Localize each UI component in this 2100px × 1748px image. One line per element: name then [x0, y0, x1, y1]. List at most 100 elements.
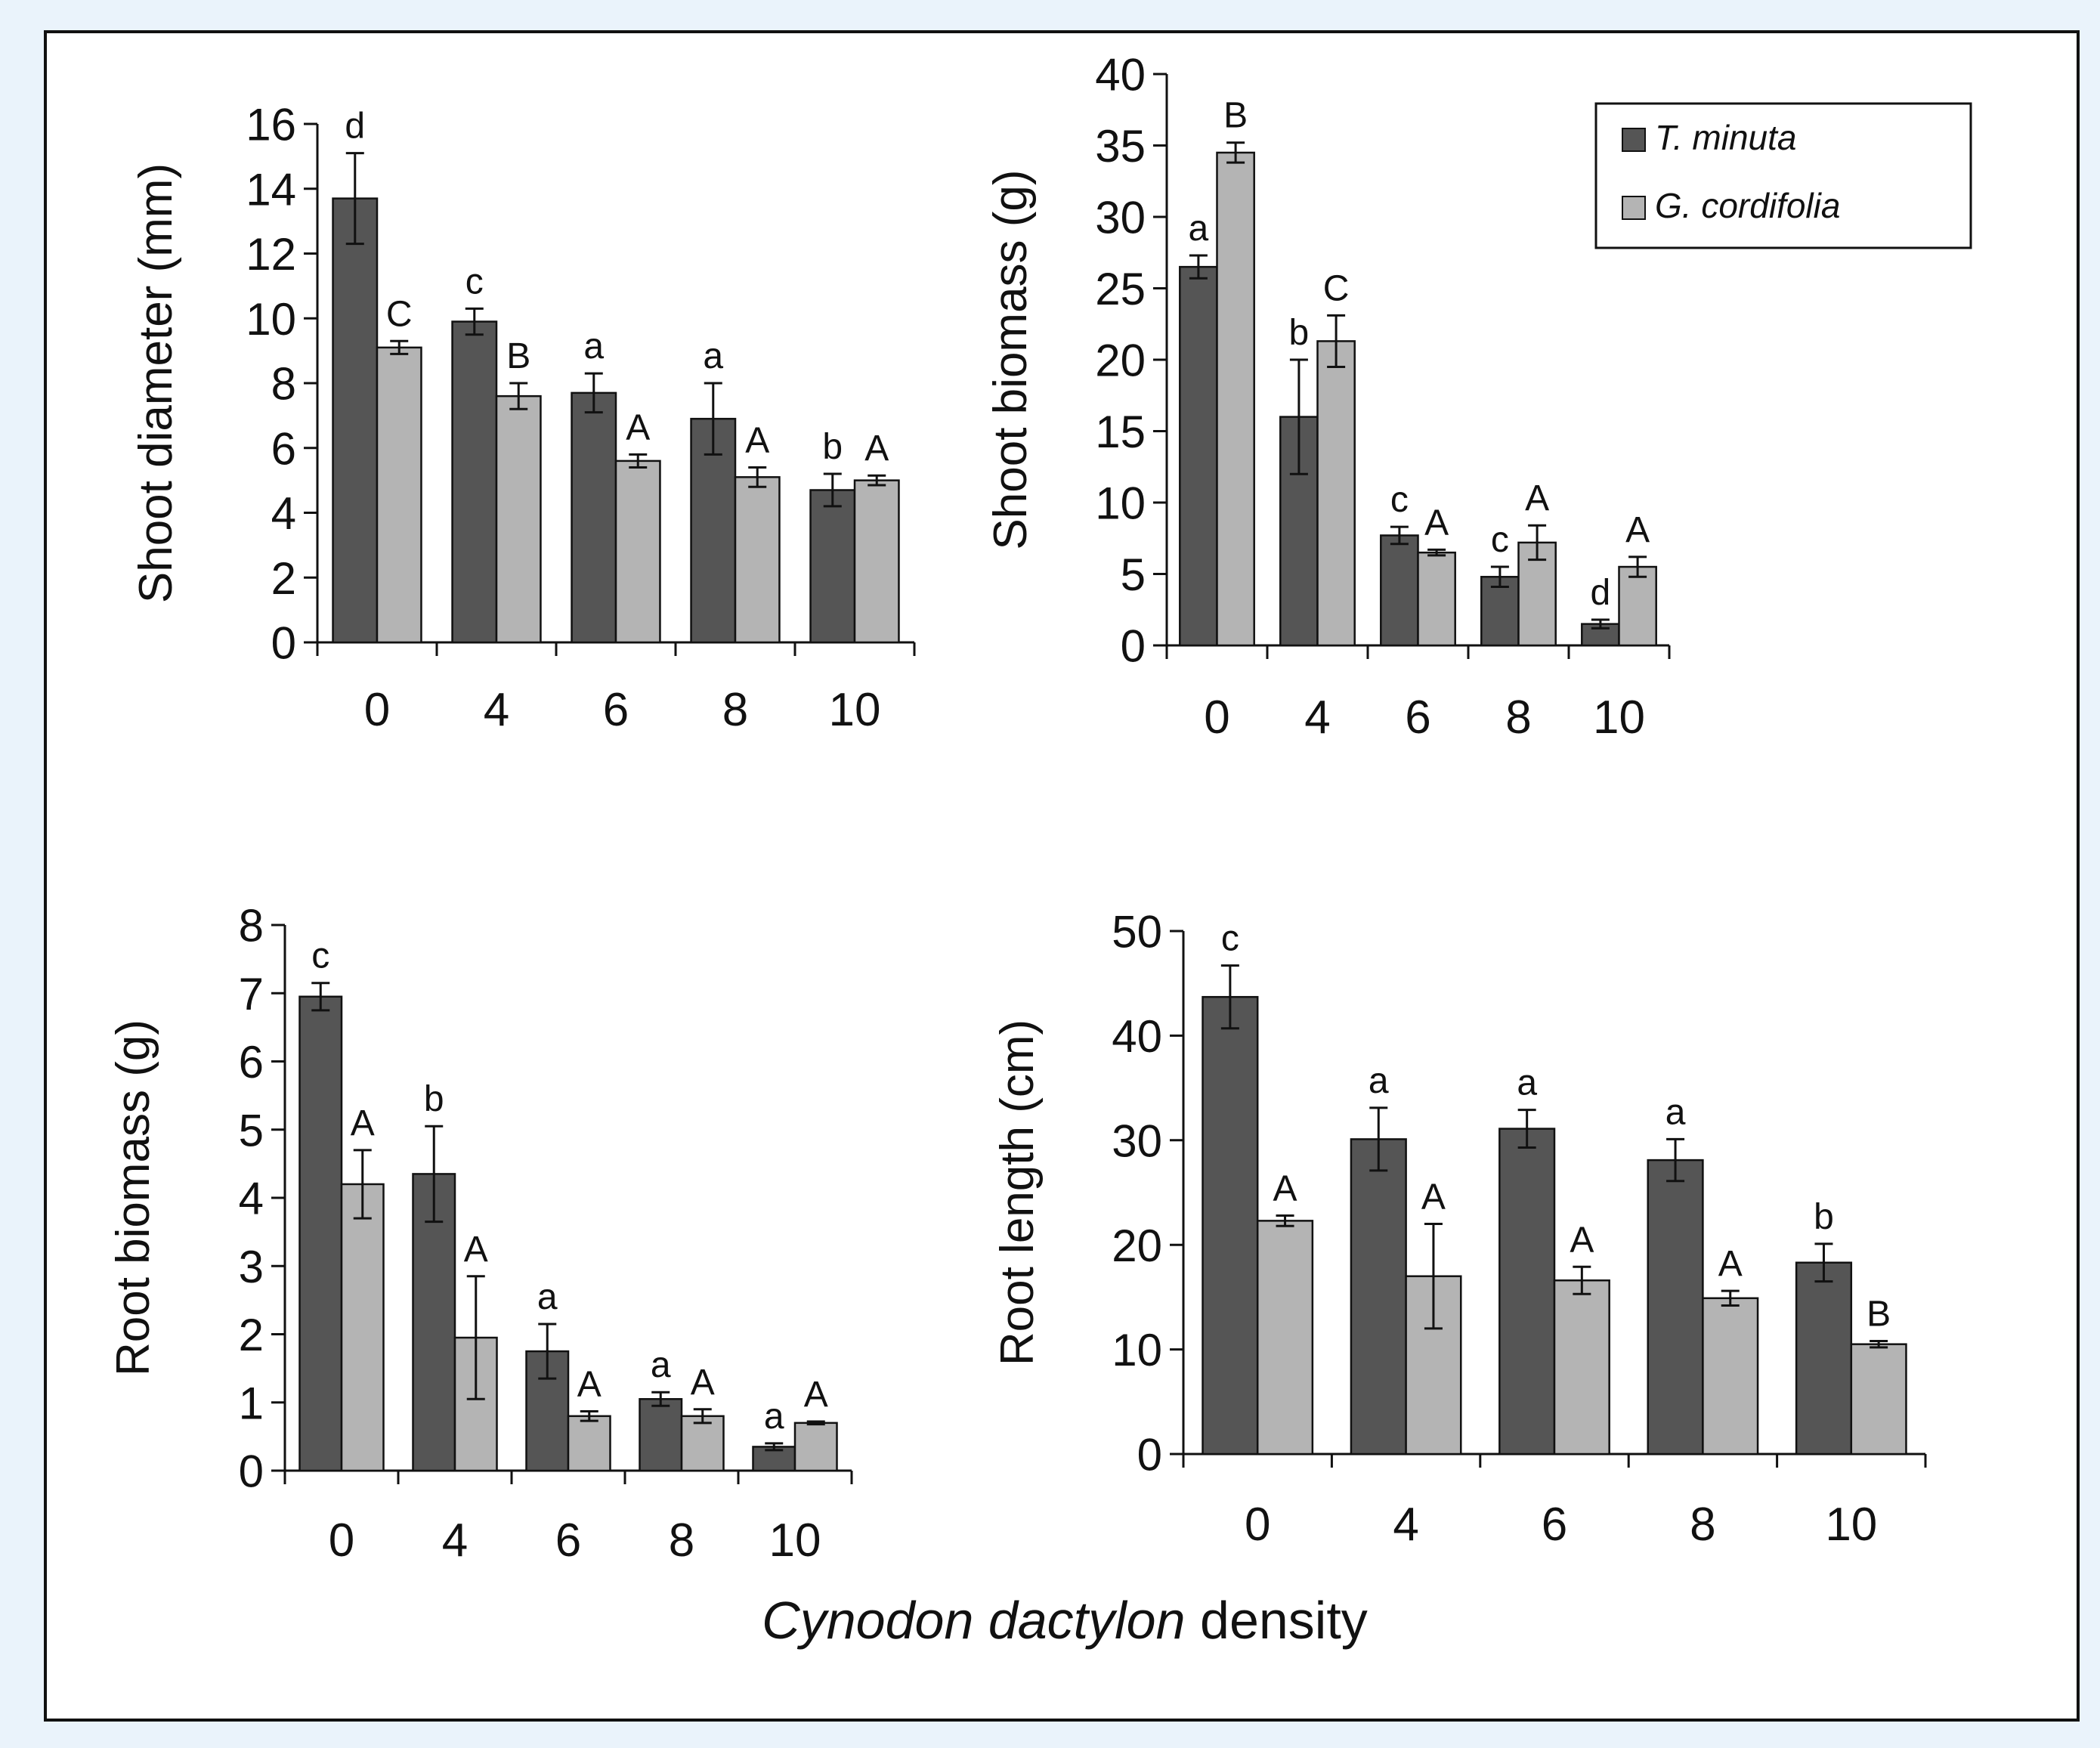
root-biomass-category-label: 8 — [669, 1514, 694, 1567]
shoot-diameter-bar-gcordifolia — [376, 346, 422, 644]
shoot-diameter-y-tick-label: 2 — [271, 553, 296, 604]
root-length-significance-letter: A — [1421, 1177, 1446, 1217]
root-length-bar-tminuta — [1498, 1128, 1556, 1456]
shoot-diameter-bar-gcordifolia — [734, 476, 781, 644]
legend-box — [1594, 102, 1972, 249]
root-length-significance-letter: a — [1665, 1092, 1686, 1132]
shared-x-axis-label: Cynodon dactylon density — [47, 1590, 2083, 1651]
shoot-biomass-bar-gcordifolia — [1316, 340, 1356, 647]
shoot-diameter-significance-letter: A — [745, 420, 769, 460]
root-biomass-y-tick-label: 8 — [239, 901, 264, 951]
root-length-y-tick-label: 50 — [1112, 907, 1162, 958]
root-length-bar-gcordifolia — [1702, 1297, 1759, 1456]
root-biomass-category-label: 4 — [442, 1514, 468, 1567]
shoot-biomass-y-tick-label: 5 — [1121, 549, 1146, 600]
root-biomass-category-label: 10 — [769, 1514, 821, 1567]
shoot-diameter-significance-letter: b — [822, 427, 843, 467]
shoot-biomass-y-tick-label: 35 — [1095, 121, 1146, 172]
shoot-diameter-bar-tminuta — [690, 417, 737, 644]
root-length-bar-tminuta — [1350, 1138, 1407, 1456]
root-biomass-significance-letter: A — [464, 1230, 488, 1270]
root-biomass-y-tick-label: 1 — [239, 1378, 264, 1428]
shoot-biomass-y-tick-label: 40 — [1095, 50, 1146, 101]
root-biomass-bar-gcordifolia — [340, 1183, 385, 1472]
root-biomass-category-label: 6 — [555, 1514, 581, 1567]
legend-label-tminuta: T. minuta — [1655, 118, 1797, 157]
shoot-biomass-significance-letter: A — [1525, 478, 1549, 518]
root-biomass-significance-letter: a — [764, 1397, 784, 1437]
root-length-y-tick-label: 10 — [1112, 1325, 1162, 1375]
shoot-diameter-bar-tminuta — [332, 197, 379, 644]
legend-label-gcordifolia: G. cordifolia — [1655, 186, 1840, 225]
root-length-category-label: 8 — [1690, 1499, 1715, 1551]
shoot-diameter-bar-gcordifolia — [853, 479, 900, 644]
shoot-diameter-category-label: 10 — [829, 684, 881, 736]
shoot-diameter-bar-gcordifolia — [495, 394, 542, 644]
root-biomass-significance-letter: A — [351, 1103, 375, 1143]
root-length-category-label: 4 — [1393, 1499, 1418, 1551]
root-biomass-significance-letter: A — [577, 1364, 602, 1404]
root-biomass-bar-tminuta — [298, 995, 343, 1472]
root-length-chart: 0 10 20 30 40 50 0 4 6 8 10 c a a a b A A A A B Root length (… — [991, 907, 1927, 1551]
shoot-biomass-significance-letter: B — [1223, 96, 1248, 136]
root-biomass-bar-gcordifolia — [680, 1415, 725, 1472]
root-biomass-significance-letter: A — [804, 1375, 828, 1415]
shoot-diameter-y-tick-label: 8 — [271, 359, 296, 410]
shoot-diameter-y-tick-label: 4 — [271, 488, 296, 539]
legend-swatch-gcordifolia — [1622, 196, 1646, 220]
legend: T. minuta G. cordifolia — [1594, 102, 1972, 249]
root-biomass-bar-gcordifolia — [793, 1422, 838, 1472]
shoot-diameter-significance-letter: d — [345, 107, 365, 147]
shoot-biomass-y-tick-label: 10 — [1095, 478, 1146, 529]
root-biomass-significance-letter: c — [311, 936, 329, 976]
figure-frame: T. minuta G. cordifolia 0 2 4 6 8 10 12 14 16 0 4 6… — [44, 30, 2080, 1722]
shoot-biomass-category-label: 0 — [1204, 691, 1229, 744]
shoot-diameter-y-tick-label: 6 — [271, 423, 296, 474]
root-length-significance-letter: b — [1814, 1197, 1834, 1237]
root-biomass-y-tick-label: 6 — [239, 1037, 264, 1087]
root-biomass-y-tick-label: 0 — [239, 1446, 264, 1497]
root-length-bar-tminuta — [1795, 1261, 1853, 1456]
shoot-diameter-significance-letter: a — [703, 336, 723, 376]
shoot-biomass-y-tick-label: 25 — [1095, 264, 1146, 314]
root-biomass-category-label: 0 — [329, 1514, 354, 1567]
root-length-significance-letter: c — [1221, 919, 1239, 959]
shoot-biomass-y-tick-label: 30 — [1095, 193, 1146, 243]
shoot-diameter-y-tick-label: 14 — [246, 164, 296, 215]
root-biomass-y-tick-label: 7 — [239, 969, 264, 1019]
shoot-diameter-y-tick-label: 16 — [246, 100, 296, 150]
shoot-diameter-bar-tminuta — [451, 320, 498, 644]
root-length-category-label: 0 — [1245, 1499, 1270, 1551]
root-length-significance-letter: A — [1718, 1244, 1743, 1284]
root-biomass-bar-tminuta — [412, 1173, 456, 1472]
shoot-diameter-significance-letter: a — [583, 326, 604, 367]
x-axis-label-suffix: density — [1185, 1591, 1368, 1650]
root-biomass-significance-letter: A — [691, 1363, 715, 1403]
shoot-diameter-significance-letter: A — [626, 407, 650, 447]
shoot-diameter-bar-tminuta — [571, 391, 617, 644]
shoot-biomass-y-tick-label: 20 — [1095, 336, 1146, 386]
root-length-y-axis-label: Root length (cm) — [991, 1019, 1044, 1366]
root-length-y-tick-label: 40 — [1112, 1011, 1162, 1062]
shoot-biomass-significance-letter: A — [1625, 510, 1650, 550]
root-length-bar-gcordifolia — [1850, 1343, 1907, 1456]
shoot-diameter-category-label: 8 — [722, 684, 748, 736]
root-length-category-label: 10 — [1825, 1499, 1877, 1551]
shoot-diameter-y-tick-label: 12 — [246, 229, 296, 280]
root-biomass-y-tick-label: 2 — [239, 1310, 264, 1360]
root-length-bar-gcordifolia — [1553, 1279, 1610, 1456]
root-length-significance-letter: a — [1517, 1063, 1537, 1103]
shoot-biomass-category-label: 6 — [1405, 691, 1430, 744]
shoot-diameter-chart: 0 2 4 6 8 10 12 14 16 0 4 6 8 10 d c a a b C B A A A Shoot diame… — [130, 100, 916, 736]
root-biomass-y-axis-label: Root biomass (g) — [107, 1019, 159, 1376]
root-biomass-y-tick-label: 4 — [239, 1174, 264, 1224]
shoot-diameter-category-label: 6 — [603, 684, 629, 736]
shoot-biomass-significance-letter: b — [1289, 313, 1310, 353]
shoot-diameter-significance-letter: c — [465, 261, 484, 302]
shoot-biomass-significance-letter: C — [1323, 268, 1350, 308]
shoot-biomass-bar-gcordifolia — [1618, 565, 1657, 647]
shoot-biomass-bar-tminuta — [1380, 534, 1419, 647]
shoot-diameter-significance-letter: C — [386, 294, 413, 334]
shoot-biomass-significance-letter: c — [1390, 480, 1409, 520]
